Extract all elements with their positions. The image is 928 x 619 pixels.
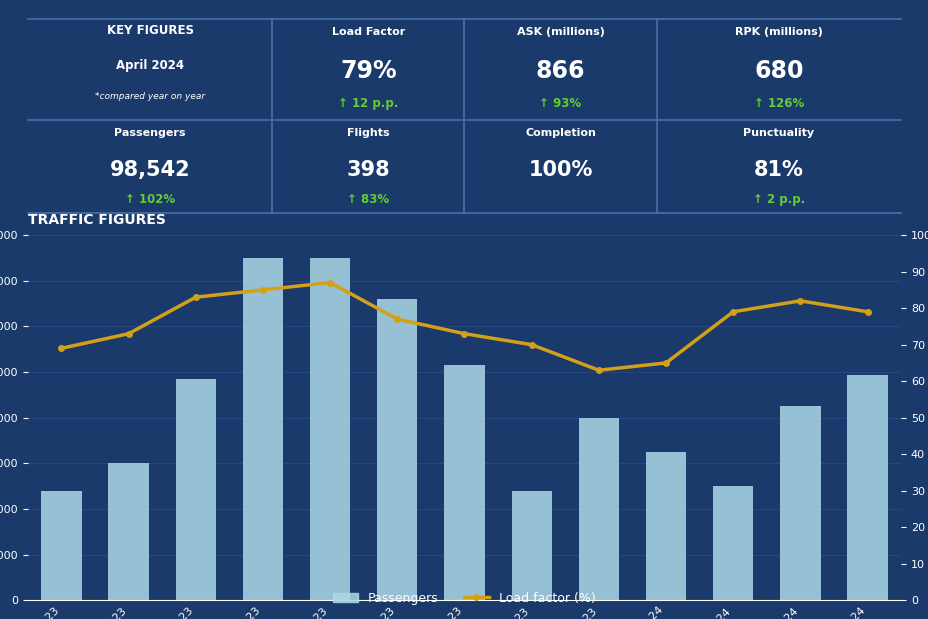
Text: ↑ 12 p.p.: ↑ 12 p.p. xyxy=(338,97,398,110)
Text: 81%: 81% xyxy=(754,160,803,180)
Text: ↑ 2 p.p.: ↑ 2 p.p. xyxy=(752,193,805,206)
Text: 398: 398 xyxy=(346,160,390,180)
Bar xyxy=(713,487,753,600)
Bar xyxy=(444,365,484,600)
Bar xyxy=(175,379,215,600)
Text: ASK (millions): ASK (millions) xyxy=(516,27,604,37)
Text: ↑ 83%: ↑ 83% xyxy=(347,193,389,206)
Bar xyxy=(242,258,283,600)
Text: RPK (millions): RPK (millions) xyxy=(734,27,822,37)
Text: 680: 680 xyxy=(754,59,803,83)
Text: Completion: Completion xyxy=(524,128,596,138)
Text: Load Factor: Load Factor xyxy=(331,27,405,37)
Text: KEY FIGURES: KEY FIGURES xyxy=(107,24,193,37)
Legend: Passengers, Load factor (%): Passengers, Load factor (%) xyxy=(328,587,600,610)
Bar xyxy=(377,299,417,600)
Text: 100%: 100% xyxy=(528,160,592,180)
Text: *compared year on year: *compared year on year xyxy=(95,92,205,101)
Text: April 2024: April 2024 xyxy=(116,59,184,72)
Text: 866: 866 xyxy=(535,59,585,83)
Bar xyxy=(645,452,686,600)
Text: Flights: Flights xyxy=(347,128,390,138)
Bar xyxy=(41,491,82,600)
Bar xyxy=(109,464,148,600)
Text: Punctuality: Punctuality xyxy=(742,128,814,138)
Bar xyxy=(780,406,819,600)
Text: Passengers: Passengers xyxy=(114,128,186,138)
Bar xyxy=(511,491,551,600)
Text: 98,542: 98,542 xyxy=(110,160,190,180)
Text: ↑ 126%: ↑ 126% xyxy=(753,97,803,110)
Text: TRAFFIC FIGURES: TRAFFIC FIGURES xyxy=(28,213,165,227)
Text: ↑ 93%: ↑ 93% xyxy=(539,97,581,110)
Text: ↑ 102%: ↑ 102% xyxy=(125,193,175,206)
Text: 79%: 79% xyxy=(340,59,396,83)
Bar xyxy=(846,375,887,600)
Bar xyxy=(310,258,350,600)
Bar xyxy=(578,418,618,600)
